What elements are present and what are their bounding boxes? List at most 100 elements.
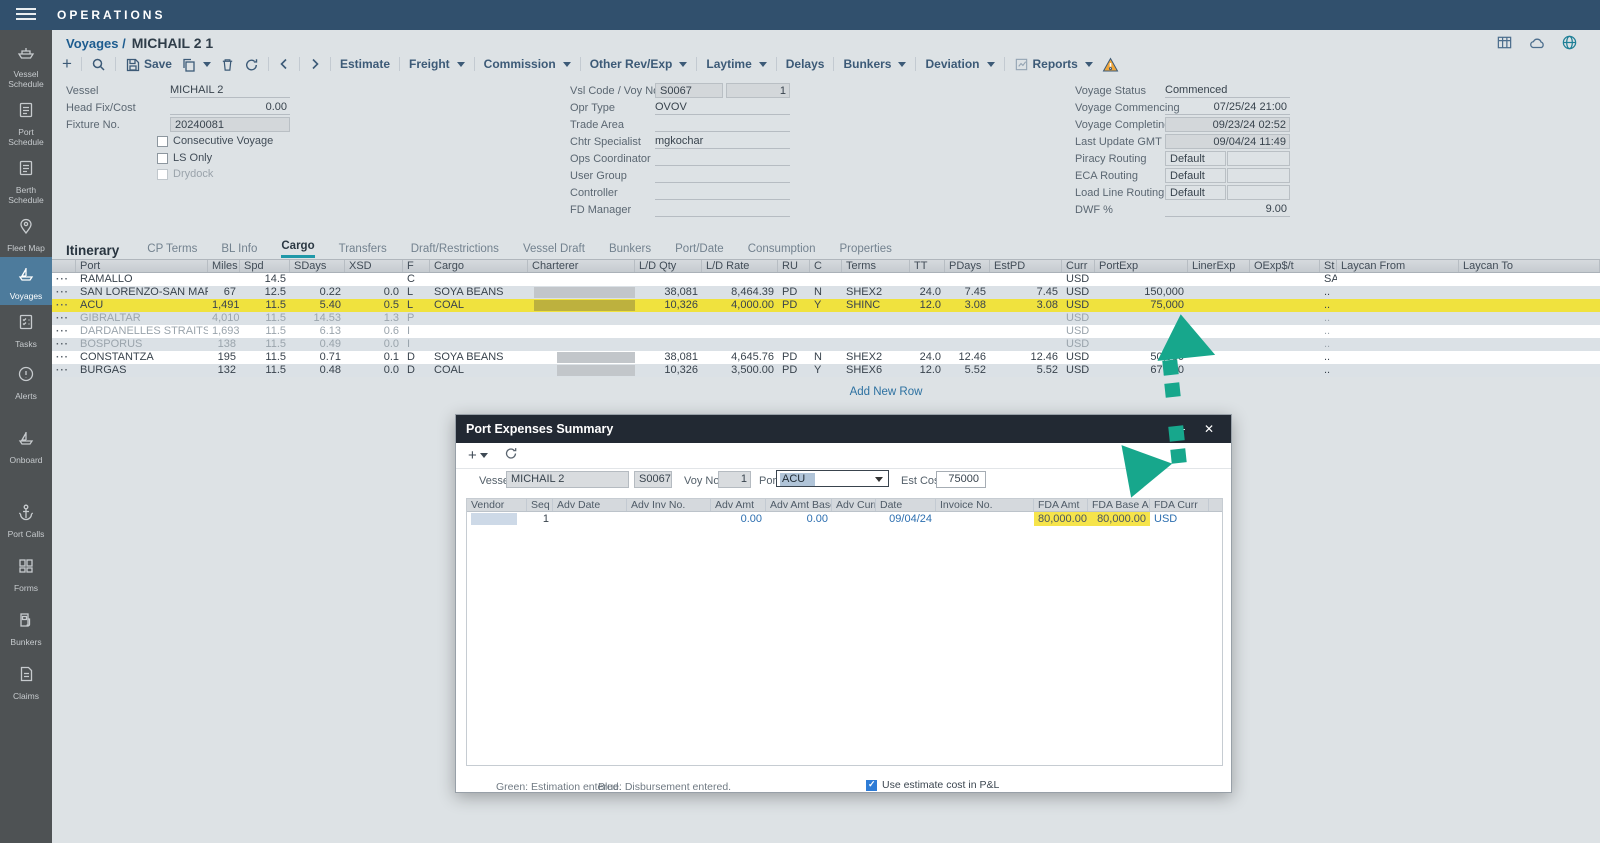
sidebar-item-onboard[interactable]: Onboard <box>0 421 52 469</box>
cell-terms[interactable] <box>842 273 910 286</box>
cell-ru[interactable]: PD <box>782 364 798 376</box>
cell-c[interactable] <box>810 312 842 325</box>
modal-est-cost-field[interactable]: 75000 <box>936 471 986 488</box>
cell-tt[interactable]: 12.0 <box>919 364 941 376</box>
row-menu-icon[interactable]: ··· <box>56 352 69 363</box>
sidebar-item-fleet-map[interactable]: Fleet Map <box>0 209 52 257</box>
cell-charterer[interactable] <box>528 286 635 299</box>
cell-linerexp[interactable] <box>1188 273 1250 286</box>
cell-xsd[interactable] <box>345 273 403 286</box>
sidebar-item-voyages[interactable]: Voyages <box>0 257 52 305</box>
sidebar-item-berth-schedule[interactable]: Berth Schedule <box>0 151 52 209</box>
column-header-laycan_from[interactable]: Laycan From <box>1337 260 1459 272</box>
column-header-st[interactable]: St <box>1320 260 1337 272</box>
cell-ru[interactable] <box>778 325 810 338</box>
cell-pdays[interactable] <box>945 338 990 351</box>
eca-routing-field[interactable]: Default <box>1165 168 1226 183</box>
tab-vessel-draft[interactable]: Vessel Draft <box>522 243 585 255</box>
cell-f[interactable]: D <box>407 364 415 376</box>
cell-laycan_from[interactable] <box>1337 351 1459 364</box>
drydock-checkbox[interactable]: Drydock <box>157 168 213 180</box>
cell-tt[interactable] <box>910 338 945 351</box>
cell-estpd[interactable]: 12.46 <box>1030 351 1058 363</box>
cell-spd[interactable]: 11.5 <box>265 338 286 350</box>
cell-st[interactable]: SA <box>1324 273 1337 285</box>
column-header-menu[interactable] <box>52 260 76 272</box>
cell-f[interactable]: L <box>407 286 414 298</box>
grid-view-icon[interactable] <box>1496 34 1513 51</box>
sidebar-item-forms[interactable]: Forms <box>0 549 52 597</box>
cell-port[interactable]: BURGAS <box>80 364 127 376</box>
itinerary-row[interactable]: ··· BOSPORUS 138 11.5 0.49 0.0 I USD.. <box>52 338 1600 351</box>
sidebar-item-vessel-schedule[interactable]: Vessel Schedule <box>0 35 52 93</box>
cell-c[interactable]: N <box>814 351 822 363</box>
cell-estpd[interactable] <box>990 338 1062 351</box>
fixture-field[interactable]: 20240081 <box>170 117 290 132</box>
cell-charterer[interactable] <box>528 312 635 325</box>
cell-ldrate[interactable]: 4,645.76 <box>731 351 774 363</box>
column-header-adv_date[interactable]: Adv Date <box>553 499 627 511</box>
trade-area-field[interactable] <box>655 117 790 132</box>
cell-f[interactable]: I <box>407 338 411 350</box>
cell-ldrate[interactable]: 4,000.00 <box>731 299 774 311</box>
chtr-specialist-field[interactable]: mgkochar <box>655 134 790 149</box>
sidebar-item-bunkers[interactable]: Bunkers <box>0 603 52 651</box>
other-rev-exp-menu[interactable]: Other Rev/Exp <box>590 57 688 71</box>
cell-ldrate[interactable] <box>702 338 778 351</box>
cell-spd[interactable]: 11.5 <box>265 299 286 311</box>
tab-consumption[interactable]: Consumption <box>747 243 816 255</box>
column-header-adv_curr[interactable]: Adv Curr <box>832 499 876 511</box>
cell-estpd[interactable]: 5.52 <box>1036 364 1058 376</box>
cell-port[interactable]: ACU <box>80 299 104 311</box>
column-header-xsd[interactable]: XSD <box>345 260 403 272</box>
cell-laycan_from[interactable] <box>1337 338 1459 351</box>
itinerary-row[interactable]: ··· ACU 1,491 11.5 5.40 0.5 L COAL 10,326 4,000.0… <box>52 299 1600 312</box>
cell-laycan_from[interactable] <box>1337 312 1459 325</box>
cell-oexp[interactable] <box>1250 273 1320 286</box>
cell-adv_date[interactable] <box>553 512 627 526</box>
cell-menu[interactable]: ··· <box>52 273 76 286</box>
cell-spd[interactable]: 12.5 <box>264 286 286 298</box>
sidebar-item-alerts[interactable]: Alerts <box>0 357 52 405</box>
head-fix-field[interactable]: 0.00 <box>170 100 290 115</box>
port-expense-row[interactable]: 1 0.00 0.00 09/04/24 80,000.00 80,000.00 USD <box>467 512 1222 526</box>
cell-portexp[interactable] <box>1095 273 1188 286</box>
freight-menu[interactable]: Freight <box>409 57 465 71</box>
cell-curr[interactable]: USD <box>1066 325 1090 337</box>
cell-ldqty[interactable] <box>635 273 702 286</box>
row-menu-icon[interactable]: ··· <box>56 300 69 311</box>
voy-no-field[interactable]: 1 <box>726 83 790 98</box>
cell-f[interactable]: P <box>407 312 415 324</box>
cell-charterer[interactable] <box>528 364 635 377</box>
cell-cargo[interactable] <box>430 338 528 351</box>
cell-terms[interactable]: SHEX2 <box>846 286 883 298</box>
cell-xsd[interactable]: 0.0 <box>383 338 399 350</box>
add-button[interactable]: + <box>62 54 72 73</box>
cell-menu[interactable]: ··· <box>52 299 76 312</box>
cell-port[interactable]: SAN LORENZO-SAN MARTIN <box>80 286 208 298</box>
cell-st[interactable]: .. <box>1324 312 1331 324</box>
opr-type-field[interactable]: OVOV <box>655 100 790 115</box>
cell-laycan_to[interactable] <box>1459 286 1600 299</box>
cell-pdays[interactable]: 5.52 <box>964 364 986 376</box>
estimate-button[interactable]: Estimate <box>339 57 390 71</box>
warning-icon[interactable] <box>1102 56 1119 72</box>
cell-adv_amt[interactable]: 0.00 <box>740 513 762 525</box>
cell-ldqty[interactable] <box>635 325 702 338</box>
cell-miles[interactable]: 1,693 <box>212 325 240 337</box>
cell-miles[interactable]: 1,491 <box>212 299 240 311</box>
column-header-adv_inv_no[interactable]: Adv Inv No. <box>627 499 711 511</box>
cell-ldqty[interactable]: 10,326 <box>664 364 698 376</box>
cell-charterer[interactable] <box>528 351 635 364</box>
load-line-routing-field[interactable]: Default <box>1165 185 1226 200</box>
previous-button[interactable] <box>278 57 290 71</box>
cell-xsd[interactable]: 0.5 <box>383 299 399 311</box>
cell-portexp[interactable]: 150,000 <box>1144 286 1184 298</box>
modal-port-select[interactable]: ACU <box>776 470 889 487</box>
cell-linerexp[interactable] <box>1188 364 1250 377</box>
cell-cargo[interactable]: SOYA BEANS <box>434 286 504 298</box>
column-header-seq[interactable]: Seq <box>527 499 553 511</box>
sidebar-item-claims[interactable]: Claims <box>0 657 52 705</box>
cell-estpd[interactable] <box>990 312 1062 325</box>
deviation-menu[interactable]: Deviation <box>925 57 995 71</box>
